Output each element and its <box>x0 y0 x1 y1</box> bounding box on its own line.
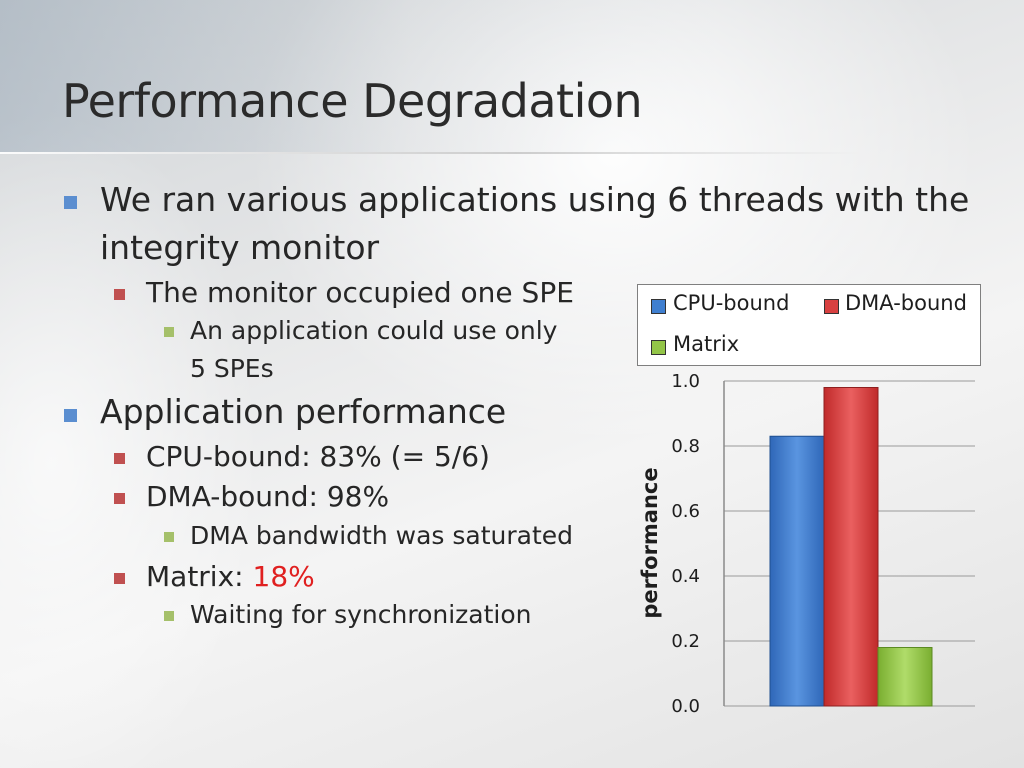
bullet-marker-l1 <box>64 409 77 422</box>
bullet-l1-text-cont: integrity monitor <box>100 228 380 267</box>
bullet-marker-l2 <box>114 573 125 584</box>
bar-dma-bound <box>823 387 879 707</box>
legend-label-matrix: Matrix <box>673 332 740 356</box>
bullet-l3-text-cont: 5 SPEs <box>190 354 274 383</box>
bullet-marker-l3 <box>164 611 174 621</box>
bar-cpu-bound <box>769 435 825 707</box>
matrix-label: Matrix: <box>146 560 253 593</box>
bullet-marker-l2 <box>114 289 125 300</box>
y-tick-label: 0.6 <box>671 501 700 522</box>
bullet-marker-l2 <box>114 453 125 464</box>
bar-matrix <box>877 647 933 707</box>
y-tick-label: 1.0 <box>671 371 700 392</box>
y-tick-label: 0.8 <box>671 436 700 457</box>
title-band <box>0 0 1024 152</box>
slide-title: Performance Degradation <box>62 74 643 128</box>
bullet-l3-text: DMA bandwidth was saturated <box>190 521 574 550</box>
bullet-marker-l2 <box>114 493 125 504</box>
matrix-value-highlight: 18% <box>252 560 315 593</box>
bullet-l2-text: CPU-bound: 83% (= 5/6) <box>146 440 490 473</box>
bullet-marker-l3 <box>164 327 174 337</box>
y-tick-label: 0.2 <box>671 631 700 652</box>
legend-swatch-cpu <box>651 299 666 314</box>
y-tick-label: 0.0 <box>671 696 700 717</box>
bullet-l2-text: Matrix: 18% <box>146 560 315 593</box>
bullet-l1-text: Application performance <box>100 392 507 431</box>
chart-legend: CPU-bound DMA-bound Matrix <box>637 284 981 366</box>
legend-swatch-matrix <box>651 340 666 355</box>
title-divider <box>0 152 860 154</box>
bullet-l2-text: DMA-bound: 98% <box>146 480 390 513</box>
bullet-l3-text: An application could use only <box>190 316 558 345</box>
bullet-l1-text: We ran various applications using 6 thre… <box>100 180 970 219</box>
legend-label-cpu: CPU-bound <box>673 291 790 315</box>
y-axis-label: performance <box>638 467 662 618</box>
legend-label-dma: DMA-bound <box>845 291 967 315</box>
bullet-l2-text: The monitor occupied one SPE <box>146 276 574 309</box>
bullet-marker-l3 <box>164 532 174 542</box>
legend-swatch-dma <box>824 299 839 314</box>
bullet-marker-l1 <box>64 196 77 209</box>
y-tick-label: 0.4 <box>671 566 700 587</box>
bullet-l3-text: Waiting for synchronization <box>190 600 532 629</box>
